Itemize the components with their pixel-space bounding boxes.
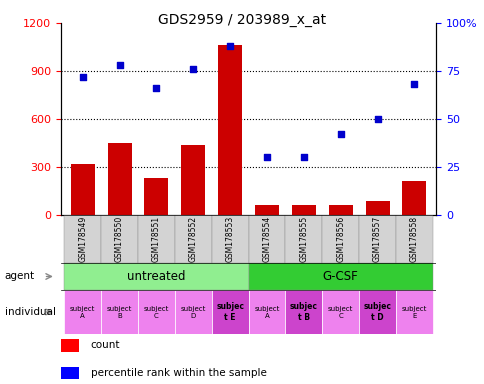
Text: untreated: untreated [127,270,185,283]
Bar [395,290,432,334]
Text: GSM178554: GSM178554 [262,216,271,262]
Bar [144,178,168,215]
Text: GSM178552: GSM178552 [188,216,197,262]
Bar [248,290,285,334]
Bar [358,215,395,263]
Text: GSM178553: GSM178553 [225,216,234,262]
Bar [138,215,175,263]
Text: GDS2959 / 203989_x_at: GDS2959 / 203989_x_at [158,13,326,27]
Point [299,154,307,161]
Point [409,81,417,88]
Text: percentile rank within the sample: percentile rank within the sample [91,367,266,377]
Bar [101,215,138,263]
Bar [64,263,248,290]
Bar [175,290,212,334]
Bar [395,215,432,263]
Text: subject
E: subject E [401,306,426,318]
Text: subjec
t B: subjec t B [289,302,317,322]
Point [116,62,123,68]
Point [373,116,380,122]
Point [262,154,270,161]
Text: GSM178558: GSM178558 [409,216,418,262]
Text: G-CSF: G-CSF [322,270,358,283]
Bar [358,290,395,334]
Text: GSM178549: GSM178549 [78,216,87,262]
Text: agent: agent [5,271,35,281]
Bar [248,263,432,290]
Bar [328,205,352,215]
Bar [101,290,138,334]
Bar [212,290,248,334]
Bar [321,215,358,263]
Text: subject
C: subject C [143,306,169,318]
Bar [402,182,425,215]
Text: subject
A: subject A [254,306,279,318]
Bar [321,290,358,334]
Point [189,66,197,72]
Text: subject
D: subject D [180,306,206,318]
Text: GSM178550: GSM178550 [115,216,124,262]
Bar [285,215,321,263]
Bar [64,290,101,334]
Point [152,85,160,91]
Bar [60,339,79,352]
Bar [218,45,242,215]
Bar [285,290,321,334]
Text: subject
A: subject A [70,306,95,318]
Text: subjec
t E: subjec t E [216,302,243,322]
Text: count: count [91,340,120,350]
Bar [255,205,278,215]
Bar [60,366,79,379]
Bar [64,215,101,263]
Text: subjec
t D: subjec t D [363,302,391,322]
Bar [365,200,389,215]
Point [336,131,344,137]
Bar [175,215,212,263]
Bar [71,164,94,215]
Bar [248,215,285,263]
Text: individual: individual [5,307,56,317]
Bar [181,145,205,215]
Bar [291,205,315,215]
Bar [138,290,175,334]
Text: subject
C: subject C [327,306,353,318]
Text: GSM178555: GSM178555 [299,216,308,262]
Bar [107,143,131,215]
Text: subject
B: subject B [106,306,132,318]
Point [226,43,234,49]
Text: GSM178557: GSM178557 [372,216,381,262]
Text: GSM178556: GSM178556 [335,216,345,262]
Point [79,74,87,80]
Text: GSM178551: GSM178551 [151,216,161,262]
Bar [212,215,248,263]
